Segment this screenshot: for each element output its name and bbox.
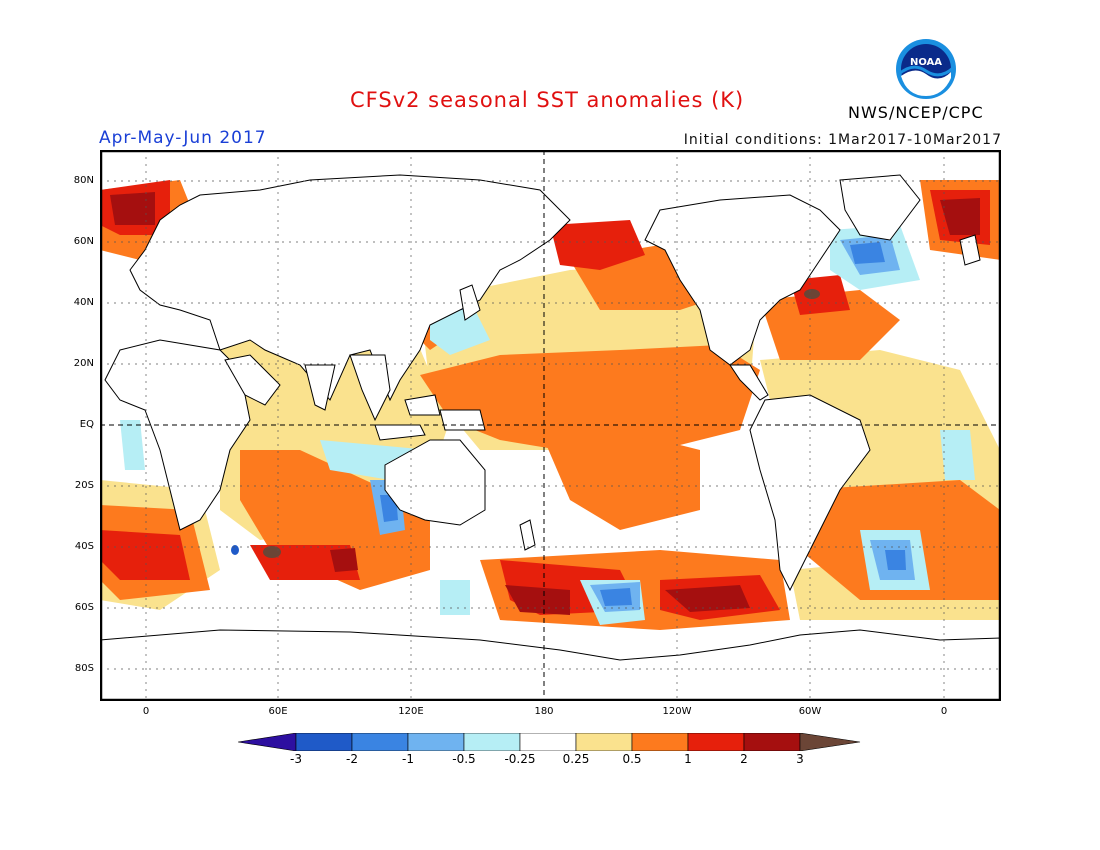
colorbar-label: 3: [796, 752, 804, 766]
colorbar-label: 1: [684, 752, 692, 766]
lon-label-0-east: 0: [940, 706, 948, 717]
lon-label-180: 180: [534, 706, 554, 717]
lat-label-80s: 80S: [74, 663, 94, 674]
continents: [100, 174, 1001, 701]
lat-label-60n: 60N: [73, 236, 94, 247]
lat-label-20n: 20N: [73, 358, 94, 369]
lon-label-120w: 120W: [662, 706, 692, 717]
colorbar-label: -0.25: [504, 752, 536, 766]
colorbar-label: -1: [402, 752, 414, 766]
lat-label-40n: 40N: [73, 297, 94, 308]
colorbar-label: -0.5: [452, 752, 476, 766]
lon-label-60w: 60W: [798, 706, 822, 717]
forecast-period: Apr-May-Jun 2017: [99, 128, 267, 148]
lon-label-0: 0: [142, 706, 150, 717]
noaa-logo: NOAA: [896, 39, 956, 99]
colorbar: [238, 733, 861, 751]
initial-conditions: Initial conditions: 1Mar2017-10Mar2017: [683, 132, 1002, 148]
map-title: CFSv2 seasonal SST anomalies (K): [350, 88, 745, 112]
anomaly-shading: [100, 180, 1001, 630]
colorbar-label: 0.5: [622, 752, 642, 766]
lat-label-20s: 20S: [74, 480, 94, 491]
colorbar-label: -3: [290, 752, 302, 766]
colorbar-label: 2: [740, 752, 748, 766]
lat-label-60s: 60S: [74, 602, 94, 613]
agency-label: NWS/NCEP/CPC: [848, 103, 984, 122]
colorbar-label: -2: [346, 752, 358, 766]
lon-label-60e: 60E: [268, 706, 288, 717]
map-frame: [100, 150, 1001, 701]
lon-label-120e: 120E: [398, 706, 424, 717]
sst-anomaly-map: [100, 150, 1001, 701]
graticule: [100, 150, 1001, 701]
colorbar-label: 0.25: [562, 752, 590, 766]
reference-lines: [100, 150, 1001, 701]
lat-label-40s: 40S: [74, 541, 94, 552]
lat-label-eq: EQ: [79, 419, 94, 430]
lat-label-80n: 80N: [73, 175, 94, 186]
logo-text: NOAA: [910, 57, 942, 68]
